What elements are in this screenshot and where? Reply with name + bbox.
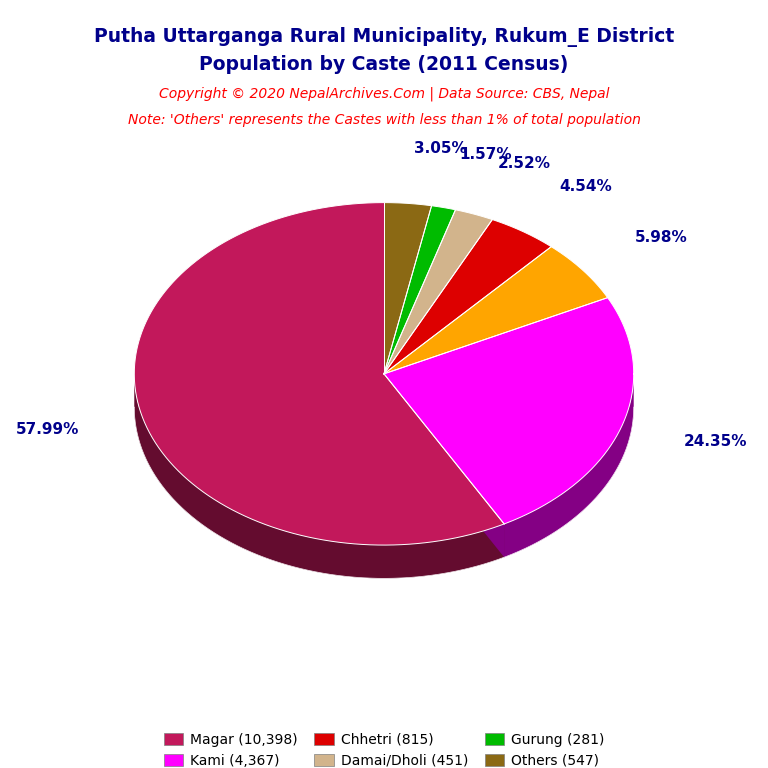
Text: Population by Caste (2011 Census): Population by Caste (2011 Census) — [200, 55, 568, 74]
Polygon shape — [384, 220, 551, 374]
Text: 1.57%: 1.57% — [459, 147, 511, 162]
Legend: Magar (10,398), Kami (4,367), Thakuri (1,073), Chhetri (815), Damai/Dholi (451),: Magar (10,398), Kami (4,367), Thakuri (1… — [158, 727, 610, 768]
Text: 4.54%: 4.54% — [559, 179, 612, 194]
Text: 24.35%: 24.35% — [684, 434, 748, 449]
Text: Putha Uttarganga Rural Municipality, Rukum_E District: Putha Uttarganga Rural Municipality, Ruk… — [94, 27, 674, 47]
Polygon shape — [384, 210, 492, 374]
Polygon shape — [134, 203, 504, 545]
Text: 2.52%: 2.52% — [498, 156, 551, 170]
Text: 57.99%: 57.99% — [16, 422, 79, 438]
Polygon shape — [134, 407, 504, 578]
Text: Note: 'Others' represents the Castes with less than 1% of total population: Note: 'Others' represents the Castes wit… — [127, 113, 641, 127]
Polygon shape — [384, 206, 455, 374]
Polygon shape — [384, 374, 504, 558]
Polygon shape — [504, 374, 634, 558]
Polygon shape — [384, 298, 634, 524]
Polygon shape — [384, 407, 634, 558]
Text: Copyright © 2020 NepalArchives.Com | Data Source: CBS, Nepal: Copyright © 2020 NepalArchives.Com | Dat… — [159, 86, 609, 101]
Polygon shape — [384, 203, 432, 374]
Text: 3.05%: 3.05% — [414, 141, 467, 157]
Polygon shape — [134, 375, 504, 578]
Text: 5.98%: 5.98% — [634, 230, 687, 245]
Polygon shape — [384, 374, 504, 558]
Polygon shape — [384, 247, 607, 374]
